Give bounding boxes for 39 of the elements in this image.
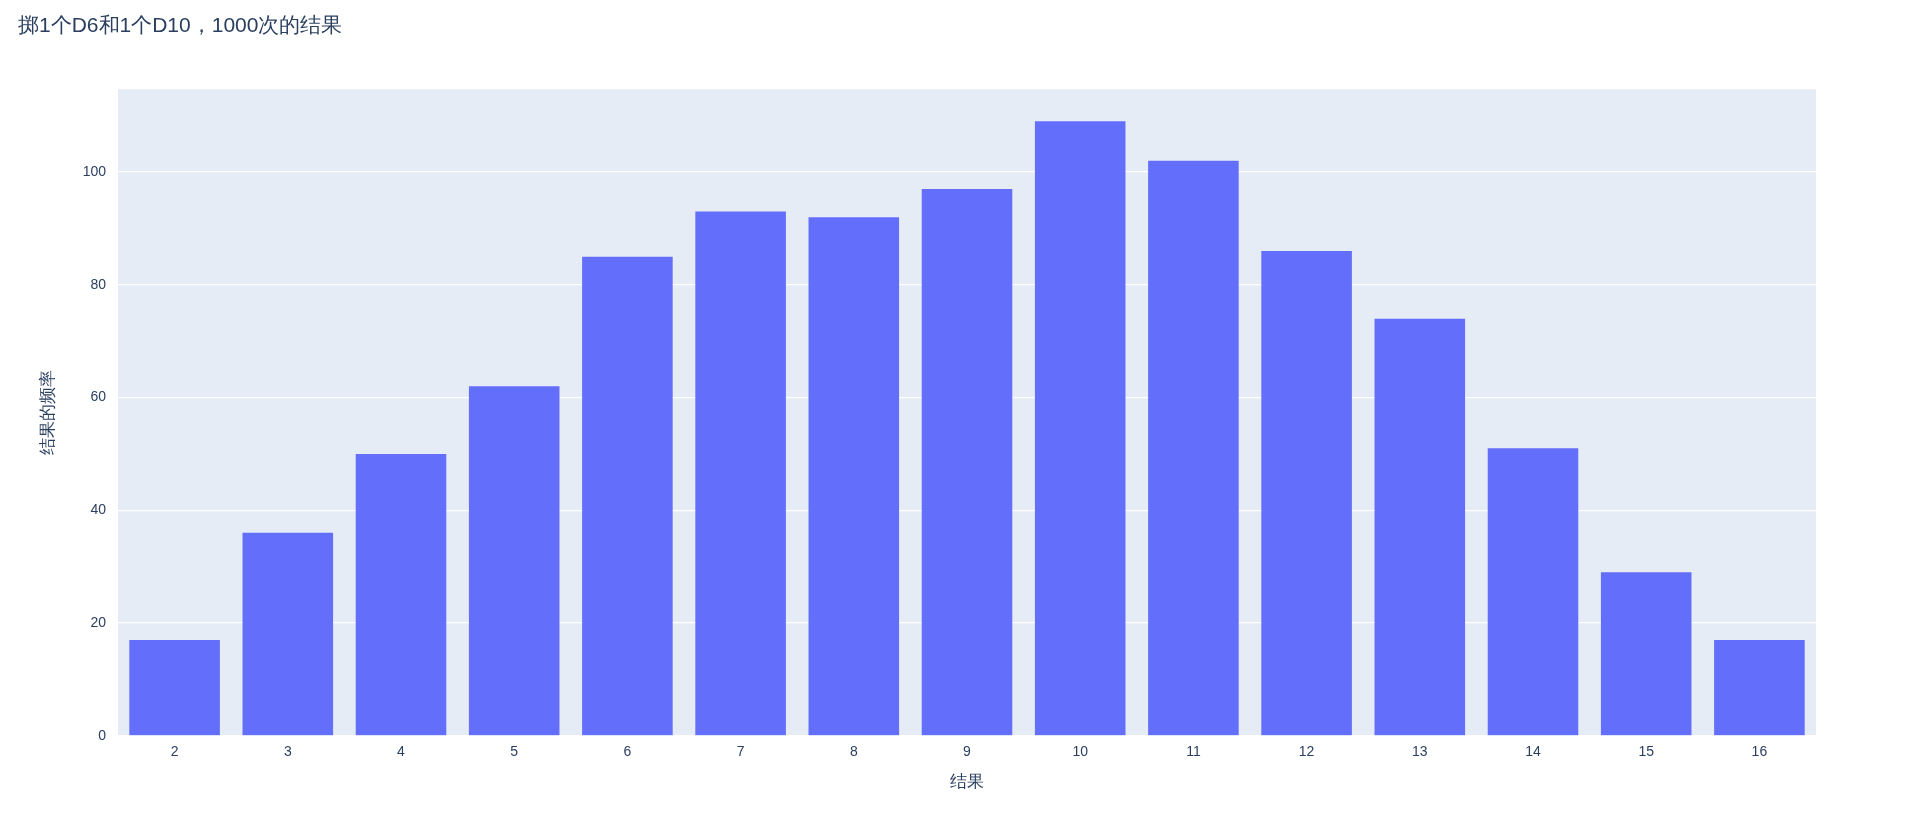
x-tick-label: 13 — [1412, 743, 1428, 760]
x-tick-label: 4 — [397, 743, 406, 760]
y-tick-label: 20 — [90, 613, 107, 630]
y-tick-label: 100 — [82, 162, 107, 179]
bar — [695, 211, 786, 736]
bar — [1600, 572, 1692, 736]
x-tick-label: 16 — [1751, 743, 1768, 760]
y-tick-label: 60 — [90, 388, 107, 405]
bar — [1034, 121, 1126, 736]
x-tick-label: 2 — [170, 743, 179, 760]
bar — [1487, 448, 1579, 736]
bar — [582, 256, 673, 736]
bar — [921, 188, 1013, 736]
y-axis-title: 结果的频率 — [37, 370, 57, 455]
bar — [1714, 639, 1805, 736]
x-tick-label: 5 — [510, 743, 519, 760]
bar — [1261, 250, 1352, 736]
chart-title: 掷1个D6和1个D10，1000次的结果 — [18, 13, 343, 37]
x-tick-label: 14 — [1525, 743, 1541, 760]
bar — [1148, 160, 1239, 736]
x-tick-label: 9 — [963, 743, 972, 760]
x-tick-label: 15 — [1638, 743, 1655, 760]
x-tick-label: 3 — [283, 743, 292, 760]
y-tick-label: 80 — [90, 275, 107, 292]
y-tick-label: 0 — [98, 726, 107, 743]
x-tick-label: 11 — [1186, 743, 1201, 760]
x-tick-label: 7 — [736, 743, 745, 760]
bar — [242, 532, 334, 736]
x-tick-label: 12 — [1298, 743, 1315, 760]
bar — [468, 386, 560, 736]
bar — [355, 453, 447, 736]
x-tick-label: 10 — [1072, 743, 1089, 760]
x-tick-label: 6 — [623, 743, 632, 760]
bar — [1374, 318, 1466, 736]
x-axis-title: 结果 — [950, 772, 984, 792]
bar — [808, 217, 900, 736]
x-tick-label: 8 — [849, 743, 858, 760]
y-tick-label: 40 — [90, 501, 107, 518]
bar — [129, 639, 220, 736]
